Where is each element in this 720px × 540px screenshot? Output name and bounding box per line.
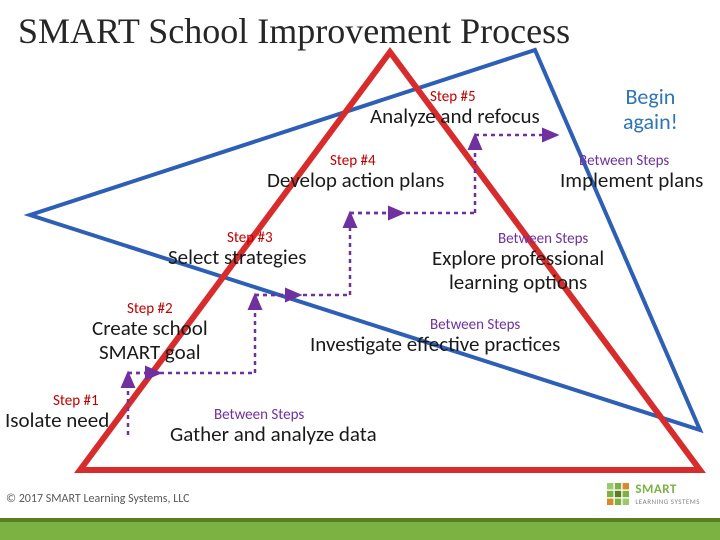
page-title: SMART School Improvement Process xyxy=(18,10,570,52)
between-text-4: Implement plans xyxy=(560,168,703,192)
step-text-5: Analyze and refocus xyxy=(370,104,540,128)
copyright: © 2017 SMART Learning Systems, LLC xyxy=(6,492,190,506)
step-text-1: Isolate need xyxy=(5,408,109,432)
diagram-svg xyxy=(0,0,720,540)
step-text-2: Create schoolSMART goal xyxy=(92,316,208,364)
step-text-3: Select strategies xyxy=(168,245,306,269)
logo: SMART LEARNING SYSTEMS xyxy=(607,482,700,506)
footer-bar xyxy=(0,518,720,540)
between-text-1: Gather and analyze data xyxy=(170,422,377,446)
logo-subtext: LEARNING SYSTEMS xyxy=(635,497,700,506)
slide-container: { "title": "SMART School Improvement Pro… xyxy=(0,0,720,540)
begin-again-label: Beginagain! xyxy=(623,84,678,135)
logo-icon xyxy=(607,483,629,505)
step-text-4: Develop action plans xyxy=(267,168,444,192)
between-text-2: Investigate effective practices xyxy=(310,332,560,356)
logo-brand: SMART xyxy=(635,482,700,497)
between-text-3: Explore professionallearning options xyxy=(432,246,604,294)
